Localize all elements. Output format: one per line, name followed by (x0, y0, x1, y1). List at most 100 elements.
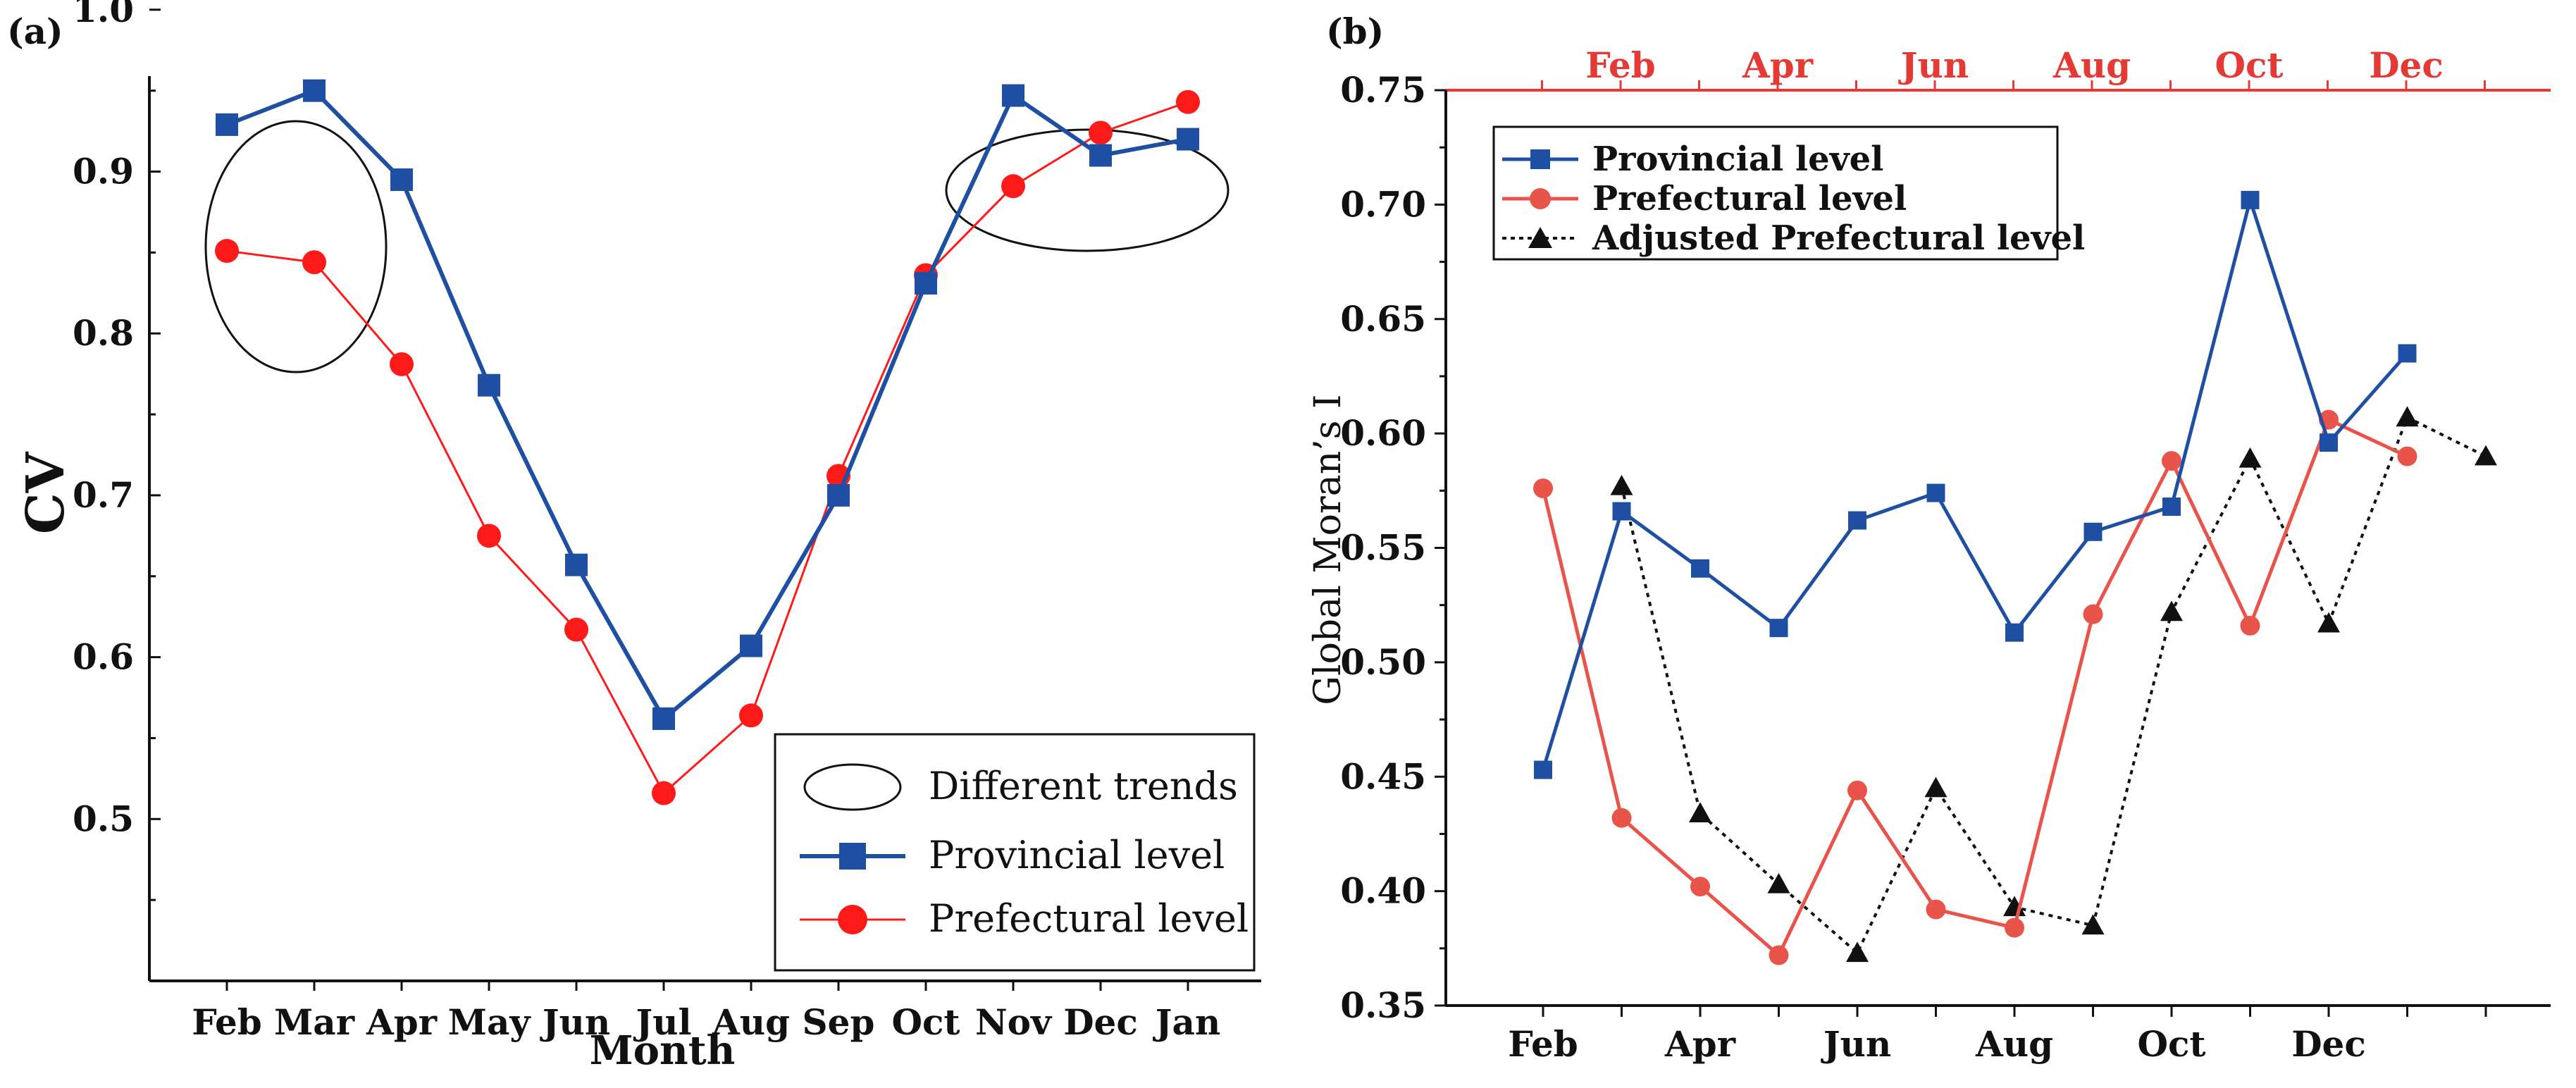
legend-ellipse-icon (803, 763, 902, 811)
data-point-provincial (1534, 760, 1552, 779)
x-tick-label: Dec (1063, 1001, 1138, 1043)
top-tick-label: Dec (2369, 44, 2444, 86)
x-tick-label: Nov (975, 1001, 1053, 1043)
legend-b-label-prefectural: Prefectural level (1592, 179, 1907, 218)
data-point-provincial (1089, 144, 1112, 167)
legend-b-label-provincial: Provincial level (1592, 140, 1883, 179)
y-tick-label: 0.70 (1340, 183, 1426, 225)
y-tick-label: 0.65 (1340, 298, 1426, 340)
data-point-provincial (478, 373, 500, 397)
data-point-prefectural (1176, 89, 1200, 114)
data-point-prefectural (1533, 478, 1553, 499)
data-point-adjusted (2475, 445, 2497, 466)
panel-a-y-axis-title: CV (16, 451, 76, 534)
data-point-prefectural (2083, 604, 2103, 624)
panel-a-x-ticks: Feb Mar Apr May Jun Jul Aug Sep Oct Nov Dec Jan (192, 981, 1220, 1043)
x-tick-label: Mar (274, 1001, 355, 1043)
data-point-adjusted (1689, 802, 1711, 823)
x-tick-label: Feb (192, 1001, 262, 1043)
panel-a-label: (a) (7, 11, 63, 52)
y-tick-label: 1.0 (73, 0, 134, 30)
data-point-provincial (1177, 128, 1199, 151)
y-tick-label: 0.9 (73, 151, 134, 192)
data-point-adjusted (1610, 474, 1633, 495)
data-point-provincial (390, 168, 413, 191)
legend-label-different-trends: Different trends (929, 764, 1238, 808)
legend-label-prefectural: Prefectural level (929, 896, 1249, 941)
data-point-provincial (2083, 522, 2103, 541)
data-point-provincial (1926, 483, 1945, 502)
x-tick-label: Apr (1664, 1023, 1736, 1065)
panel-b-y-ticks: 0.35 0.40 0.45 0.50 0.55 0.60 0.65 0.70 0.75 (1340, 69, 1446, 1026)
data-point-prefectural (215, 239, 239, 264)
panel-b-series (1533, 190, 2497, 965)
panel-b-label: (b) (1326, 11, 1384, 52)
x-tick-label: Oct (2137, 1023, 2205, 1065)
x-tick-label: Jun (1821, 1023, 1891, 1065)
data-point-adjusted (2081, 914, 2105, 935)
different-trends-ellipse-left (204, 120, 388, 373)
panel-b-morans-i-chart: (b) 0.35 0.40 0.45 0.50 0.55 0.60 0.65 0.70 0.75… (1307, 11, 2551, 1065)
data-point-provincial (303, 79, 326, 102)
y-tick-label: 0.40 (1340, 870, 1426, 912)
data-point-provincial (2162, 497, 2181, 517)
x-tick-label: Oct (891, 1001, 960, 1043)
data-point-prefectural (2397, 446, 2417, 466)
x-tick-label: Jun (540, 1001, 610, 1043)
panel-b-y-axis-title: Global Moran’s I (1307, 394, 1349, 705)
y-tick-label: 0.75 (1340, 69, 1426, 111)
data-point-provincial (740, 634, 762, 657)
data-point-provincial (1691, 559, 1709, 578)
data-point-adjusted (2238, 447, 2262, 468)
data-point-prefectural (302, 250, 326, 275)
panel-a-x-axis-title: Month (590, 1027, 736, 1074)
data-point-provincial (2398, 344, 2417, 363)
panel-b-top-ticks: Feb Apr Jun Aug Oct Dec (1541, 44, 2486, 90)
data-point-provincial (1002, 84, 1024, 107)
panel-b-legend: Provincial level Prefectural level Adjus… (1492, 125, 2085, 261)
data-point-prefectural (1690, 877, 1710, 897)
data-point-prefectural (739, 703, 763, 728)
data-point-adjusted (1846, 941, 1869, 963)
x-tick-label: Aug (712, 1001, 790, 1043)
series-line-prefectural (1541, 418, 2408, 958)
data-point-adjusted (2317, 612, 2340, 633)
data-point-prefectural (1611, 808, 1632, 828)
data-point-provincial (1769, 619, 1788, 638)
y-tick-label: 0.50 (1340, 641, 1426, 683)
x-tick-label: Jul (633, 1001, 691, 1043)
legend-label-provincial: Provincial level (929, 833, 1225, 877)
data-point-adjusted (2160, 600, 2183, 622)
series-line-adjusted (1620, 416, 2487, 955)
panel-a-y-ticks: 0.5 0.6 0.7 0.8 0.9 1.0 (73, 0, 161, 901)
legend-b-label-adjusted: Adjusted Prefectural level (1592, 218, 2085, 258)
series-line-provincial (225, 88, 1189, 721)
data-point-provincial (915, 271, 937, 295)
data-point-provincial (2005, 623, 2024, 642)
x-tick-label: Apr (366, 1001, 438, 1043)
data-point-provincial (2320, 433, 2338, 452)
panel-a-series (215, 79, 1200, 805)
y-tick-label: 0.45 (1340, 755, 1426, 797)
data-point-prefectural (2162, 451, 2181, 471)
legend-square-marker-icon (839, 843, 866, 870)
y-tick-label: 0.6 (73, 636, 134, 678)
x-tick-label: Aug (1975, 1023, 2053, 1065)
legend-b-circle-marker-icon (1530, 188, 1551, 209)
top-tick-label: Jun (1898, 44, 1969, 86)
top-tick-label: Feb (1585, 44, 1656, 86)
data-point-prefectural (1089, 120, 1113, 145)
data-point-prefectural (1001, 174, 1025, 199)
y-tick-label: 0.55 (1340, 527, 1426, 569)
legend-b-triangle-marker-icon (1528, 227, 1552, 248)
data-point-prefectural (652, 781, 676, 805)
series-line-prefectural (226, 101, 1189, 795)
data-point-prefectural (564, 617, 588, 642)
data-point-prefectural (2005, 917, 2024, 938)
x-tick-label: Feb (1508, 1023, 1578, 1065)
x-tick-label: Jan (1153, 1001, 1220, 1043)
top-tick-label: Apr (1742, 44, 1814, 86)
data-point-provincial (565, 553, 588, 576)
x-tick-label: May (448, 1001, 532, 1043)
